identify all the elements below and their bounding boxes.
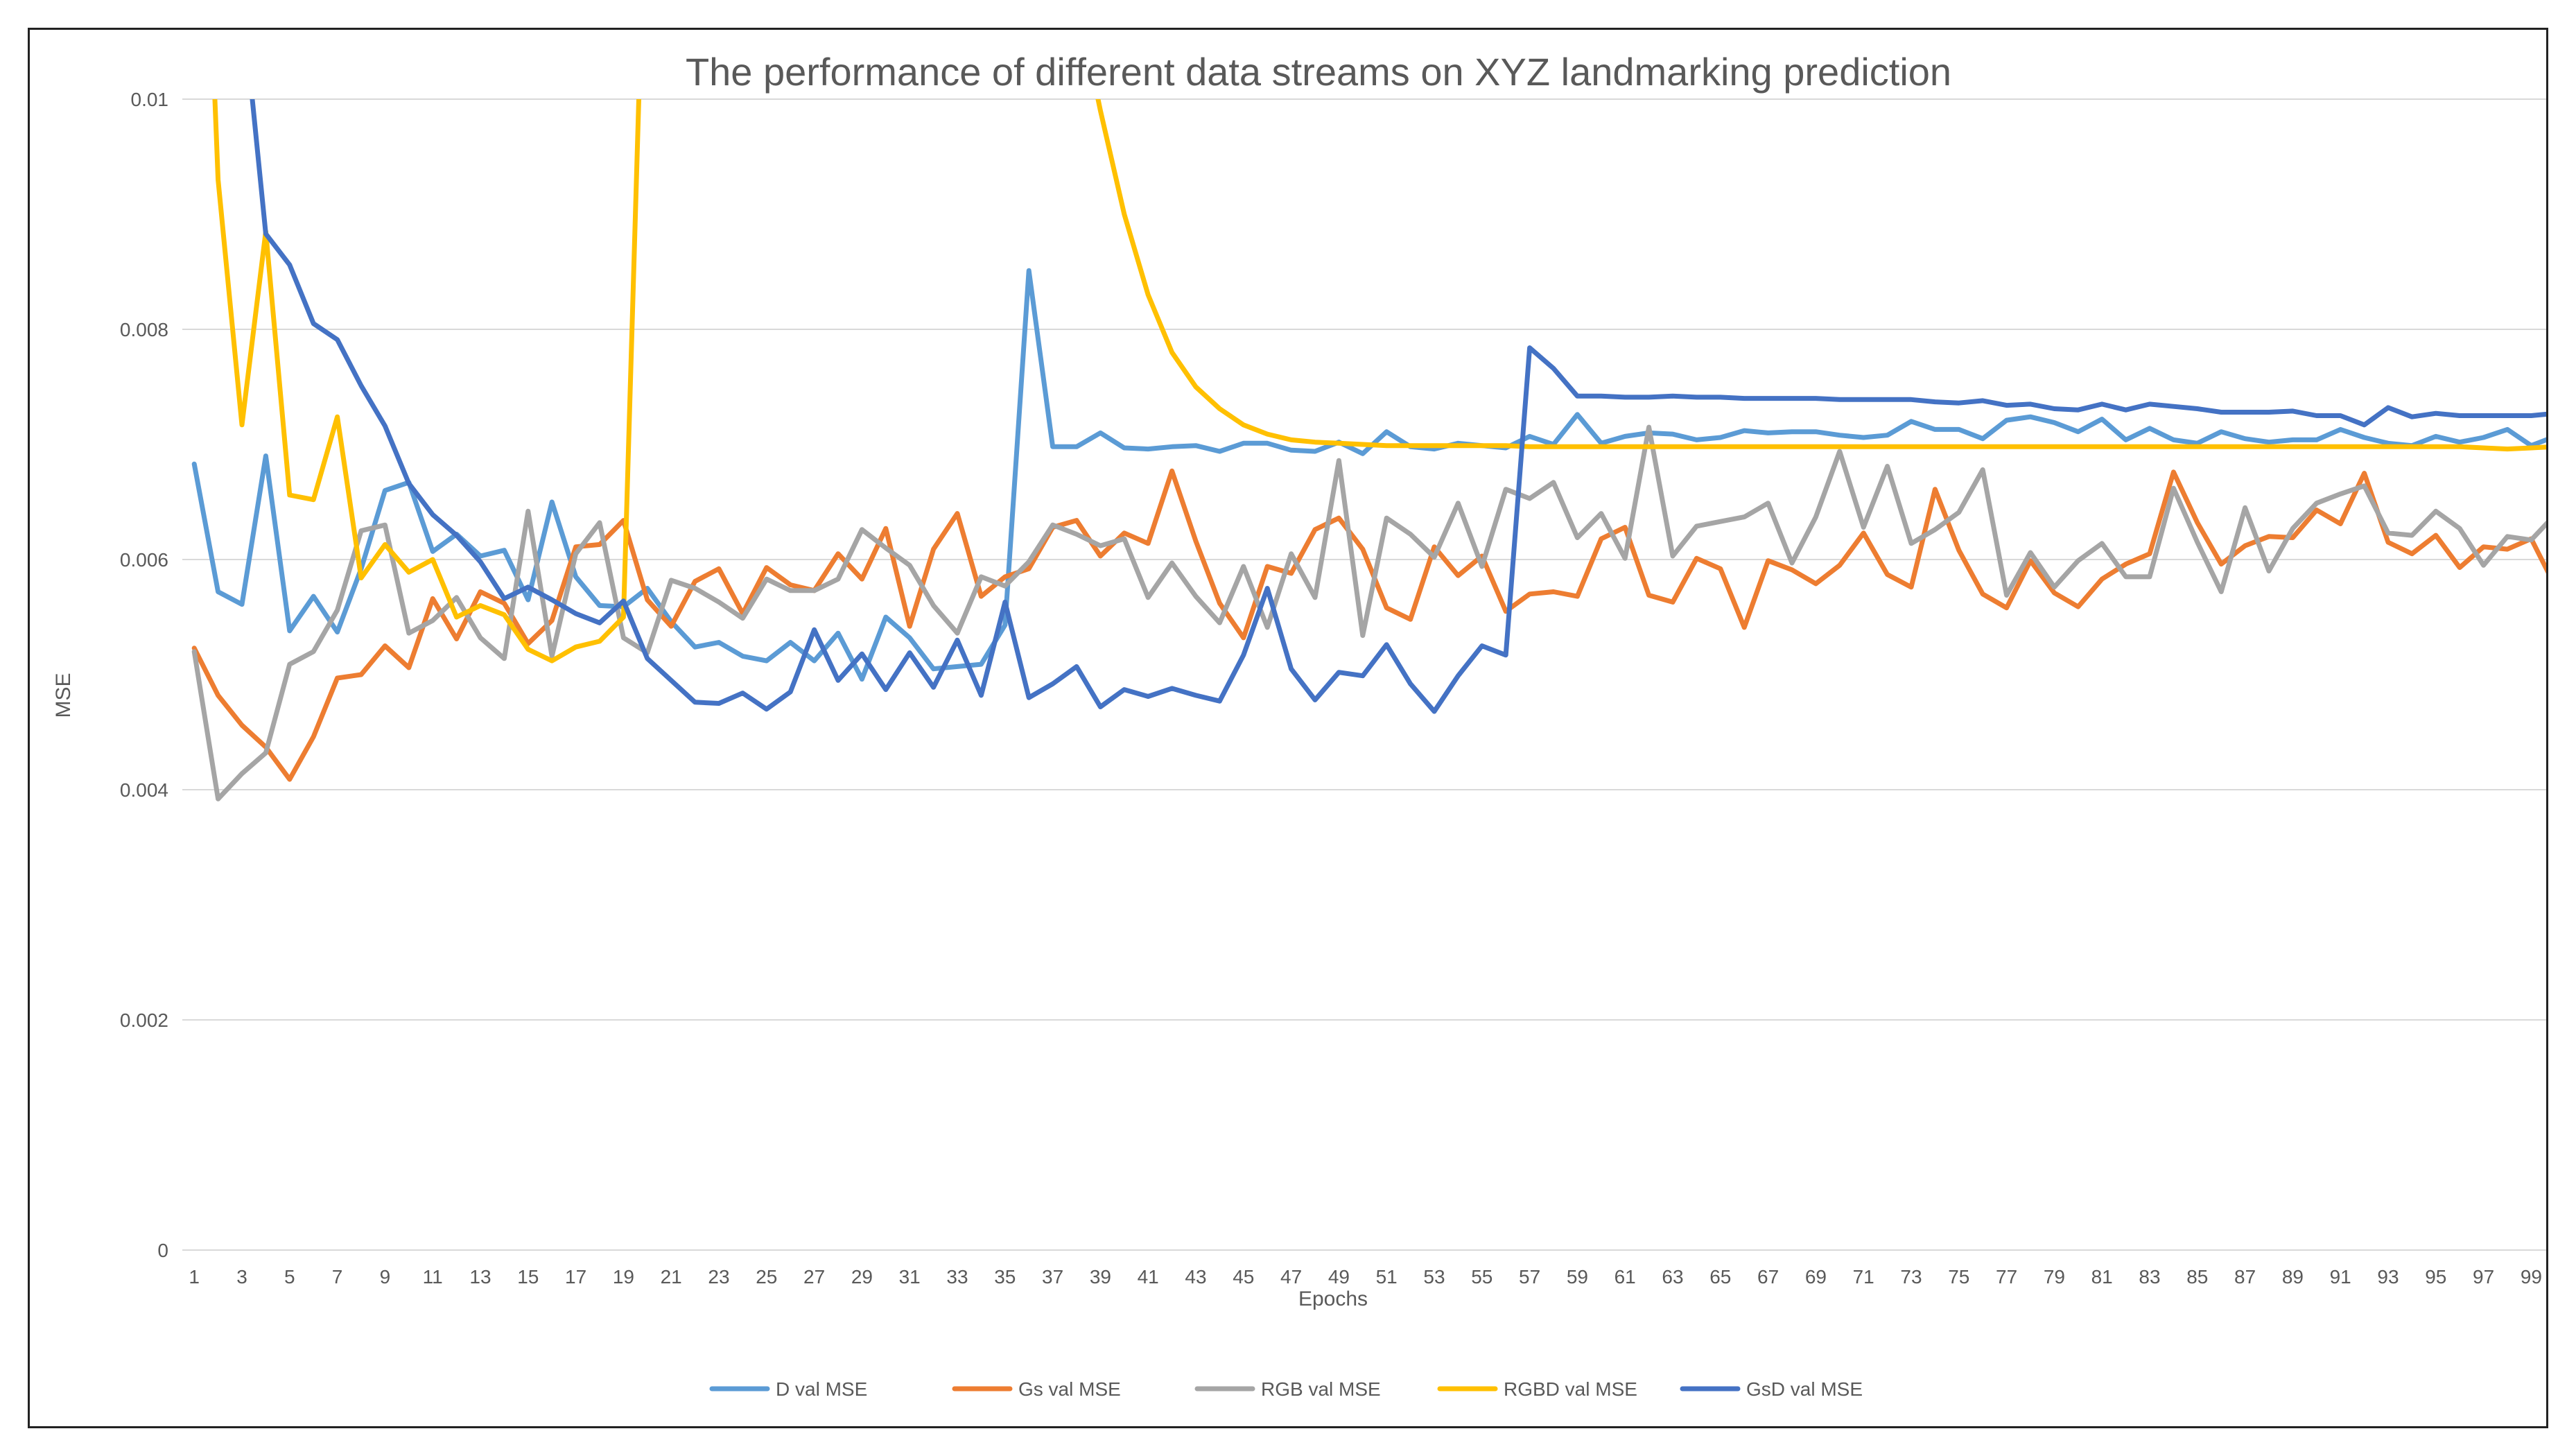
y-axis-title: MSE: [52, 673, 75, 718]
x-tick-label: 9: [380, 1266, 391, 1288]
y-tick-label: 0.008: [120, 319, 168, 340]
x-tick-label: 59: [1567, 1266, 1588, 1288]
x-tick-label: 27: [803, 1266, 825, 1288]
x-tick-label: 13: [469, 1266, 491, 1288]
x-tick-label: 45: [1233, 1266, 1254, 1288]
x-tick-label: 55: [1471, 1266, 1492, 1288]
x-tick-label: 1: [189, 1266, 200, 1288]
x-tick-label: 33: [946, 1266, 968, 1288]
x-tick-label: 21: [661, 1266, 682, 1288]
x-tick-label: 81: [2091, 1266, 2113, 1288]
x-tick-label: 95: [2425, 1266, 2446, 1288]
legend-item: Gs val MSE: [952, 1378, 1121, 1400]
x-tick-labels: 1 3 5 7 9 11 13 15 17 19 21 23 25 27 29 31 33 35 37 39 41 43 4…: [189, 1266, 2542, 1288]
chart-svg: The performance of different data stream…: [52, 50, 2546, 1400]
y-tick-label: 0.006: [120, 549, 168, 571]
legend-label: Gs val MSE: [1018, 1378, 1121, 1400]
y-tick-label: 0: [157, 1240, 168, 1261]
legend-label: RGBD val MSE: [1504, 1378, 1637, 1400]
x-tick-label: 99: [2521, 1266, 2542, 1288]
legend-label: GsD val MSE: [1746, 1378, 1863, 1400]
x-tick-label: 25: [756, 1266, 777, 1288]
legend-item: RGB val MSE: [1194, 1378, 1381, 1400]
x-tick-label: 71: [1853, 1266, 1874, 1288]
x-tick-label: 85: [2186, 1266, 2208, 1288]
series-line-rgbd-val-mse: [212, 99, 2546, 664]
x-tick-label: 73: [1900, 1266, 1922, 1288]
chart-frame: The performance of different data stream…: [28, 28, 2548, 1428]
x-tick-label: 39: [1090, 1266, 1111, 1288]
series-line-gsd-val-mse: [250, 99, 2546, 714]
x-tick-label: 43: [1185, 1266, 1206, 1288]
legend-item: RGBD val MSE: [1437, 1378, 1637, 1400]
x-tick-label: 63: [1662, 1266, 1683, 1288]
x-tick-label: 35: [994, 1266, 1016, 1288]
x-tick-label: 79: [2044, 1266, 2065, 1288]
legend-label: RGB val MSE: [1261, 1378, 1381, 1400]
legend-item: D val MSE: [709, 1378, 867, 1400]
x-tick-label: 3: [236, 1266, 247, 1288]
x-tick-label: 17: [565, 1266, 586, 1288]
y-tick-label: 0.002: [120, 1009, 168, 1031]
x-tick-label: 31: [899, 1266, 921, 1288]
x-tick-label: 75: [1948, 1266, 1969, 1288]
x-tick-label: 29: [851, 1266, 873, 1288]
x-tick-label: 91: [2330, 1266, 2351, 1288]
x-tick-label: 57: [1519, 1266, 1540, 1288]
x-tick-label: 65: [1709, 1266, 1731, 1288]
x-axis-title: Epochs: [1298, 1288, 1368, 1310]
x-tick-label: 19: [613, 1266, 634, 1288]
series-lines: [191, 99, 2546, 801]
x-tick-label: 93: [2377, 1266, 2399, 1288]
chart-title: The performance of different data stream…: [686, 50, 1951, 94]
y-tick-label: 0.004: [120, 779, 168, 801]
y-tick-labels: 0 0.002 0.004 0.006 0.008 0.01: [120, 89, 168, 1261]
x-tick-label: 41: [1138, 1266, 1159, 1288]
x-tick-label: 15: [517, 1266, 539, 1288]
legend-item: GsD val MSE: [1680, 1378, 1863, 1400]
x-tick-label: 89: [2282, 1266, 2304, 1288]
series-line-rgb-val-mse: [191, 424, 2546, 801]
x-tick-label: 97: [2473, 1266, 2494, 1288]
x-tick-label: 11: [423, 1266, 443, 1288]
x-tick-label: 77: [1996, 1266, 2017, 1288]
x-tick-label: 51: [1376, 1266, 1398, 1288]
x-tick-label: 37: [1042, 1266, 1063, 1288]
x-tick-label: 49: [1328, 1266, 1350, 1288]
x-tick-label: 23: [708, 1266, 729, 1288]
x-tick-label: 67: [1757, 1266, 1779, 1288]
gridlines: [182, 98, 2546, 1251]
legend-label: D val MSE: [776, 1378, 867, 1400]
x-tick-label: 53: [1423, 1266, 1445, 1288]
x-tick-label: 47: [1280, 1266, 1302, 1288]
x-tick-label: 61: [1615, 1266, 1636, 1288]
x-tick-label: 5: [284, 1266, 295, 1288]
y-tick-label: 0.01: [131, 89, 169, 110]
x-tick-label: 83: [2139, 1266, 2160, 1288]
x-tick-label: 7: [332, 1266, 343, 1288]
legend: D val MSE Gs val MSE RGB val MSE RGBD val M…: [709, 1378, 1863, 1400]
x-tick-label: 87: [2234, 1266, 2256, 1288]
x-tick-label: 69: [1805, 1266, 1827, 1288]
